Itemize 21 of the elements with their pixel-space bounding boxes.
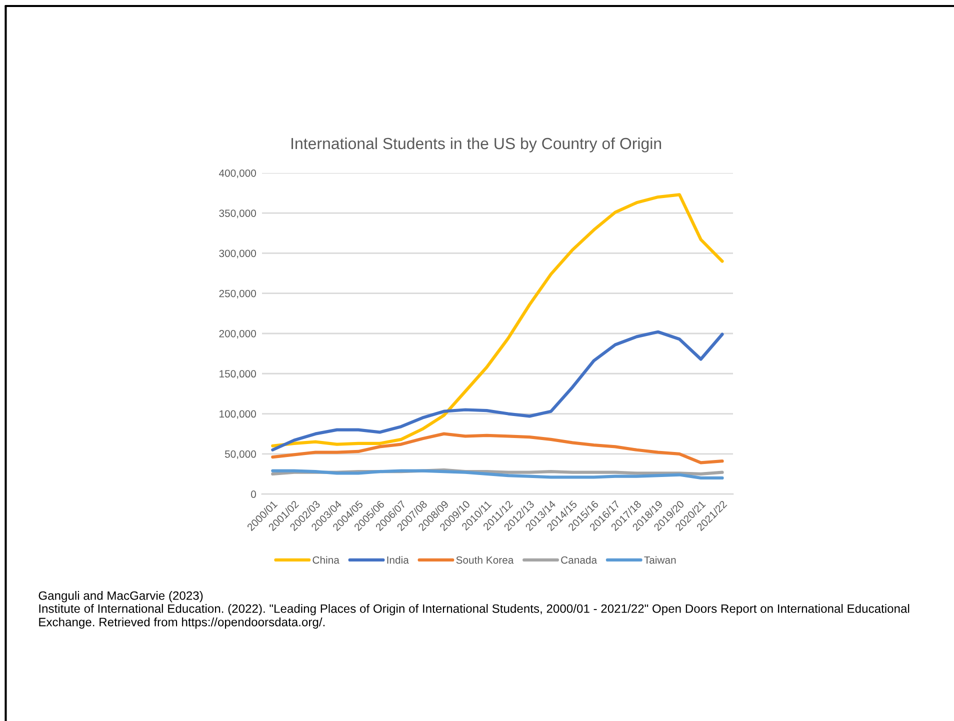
line-series — [271, 193, 724, 448]
y-tick-label: 0 — [251, 490, 256, 498]
text: Ganguli and MacGarvie (2023) — [38, 591, 203, 602]
legend-label: Taiwan — [644, 556, 676, 564]
legend-label: South Korea — [456, 556, 514, 564]
line-series — [271, 469, 724, 480]
y-tick-label: 300,000 — [219, 250, 256, 258]
y-tick-label: 100,000 — [220, 410, 256, 419]
y-tick-label: 250,000 — [219, 290, 256, 298]
line-series — [271, 330, 724, 452]
text: Institute of International Education. (2022). "Leading Places of Origin of International Students, 2000/01 - 2021/22" Open Doors Report on International Educational Exchange. Retrieved from https://opendoorsdata.org/. — [39, 604, 910, 629]
legend-label: Canada — [561, 556, 598, 564]
chart-title: International Students in the US by Country of Origin — [292, 137, 662, 152]
legend-label: India — [387, 556, 409, 564]
line-series — [271, 432, 724, 464]
y-tick-label: 400,000 — [219, 169, 256, 178]
y-tick-label: 50,000 — [224, 450, 256, 460]
y-tick-label: 150,000 — [220, 370, 256, 379]
y-tick-label: 350,000 — [219, 210, 256, 218]
y-tick-label: 200,000 — [219, 330, 256, 339]
legend-label: China — [312, 556, 340, 564]
